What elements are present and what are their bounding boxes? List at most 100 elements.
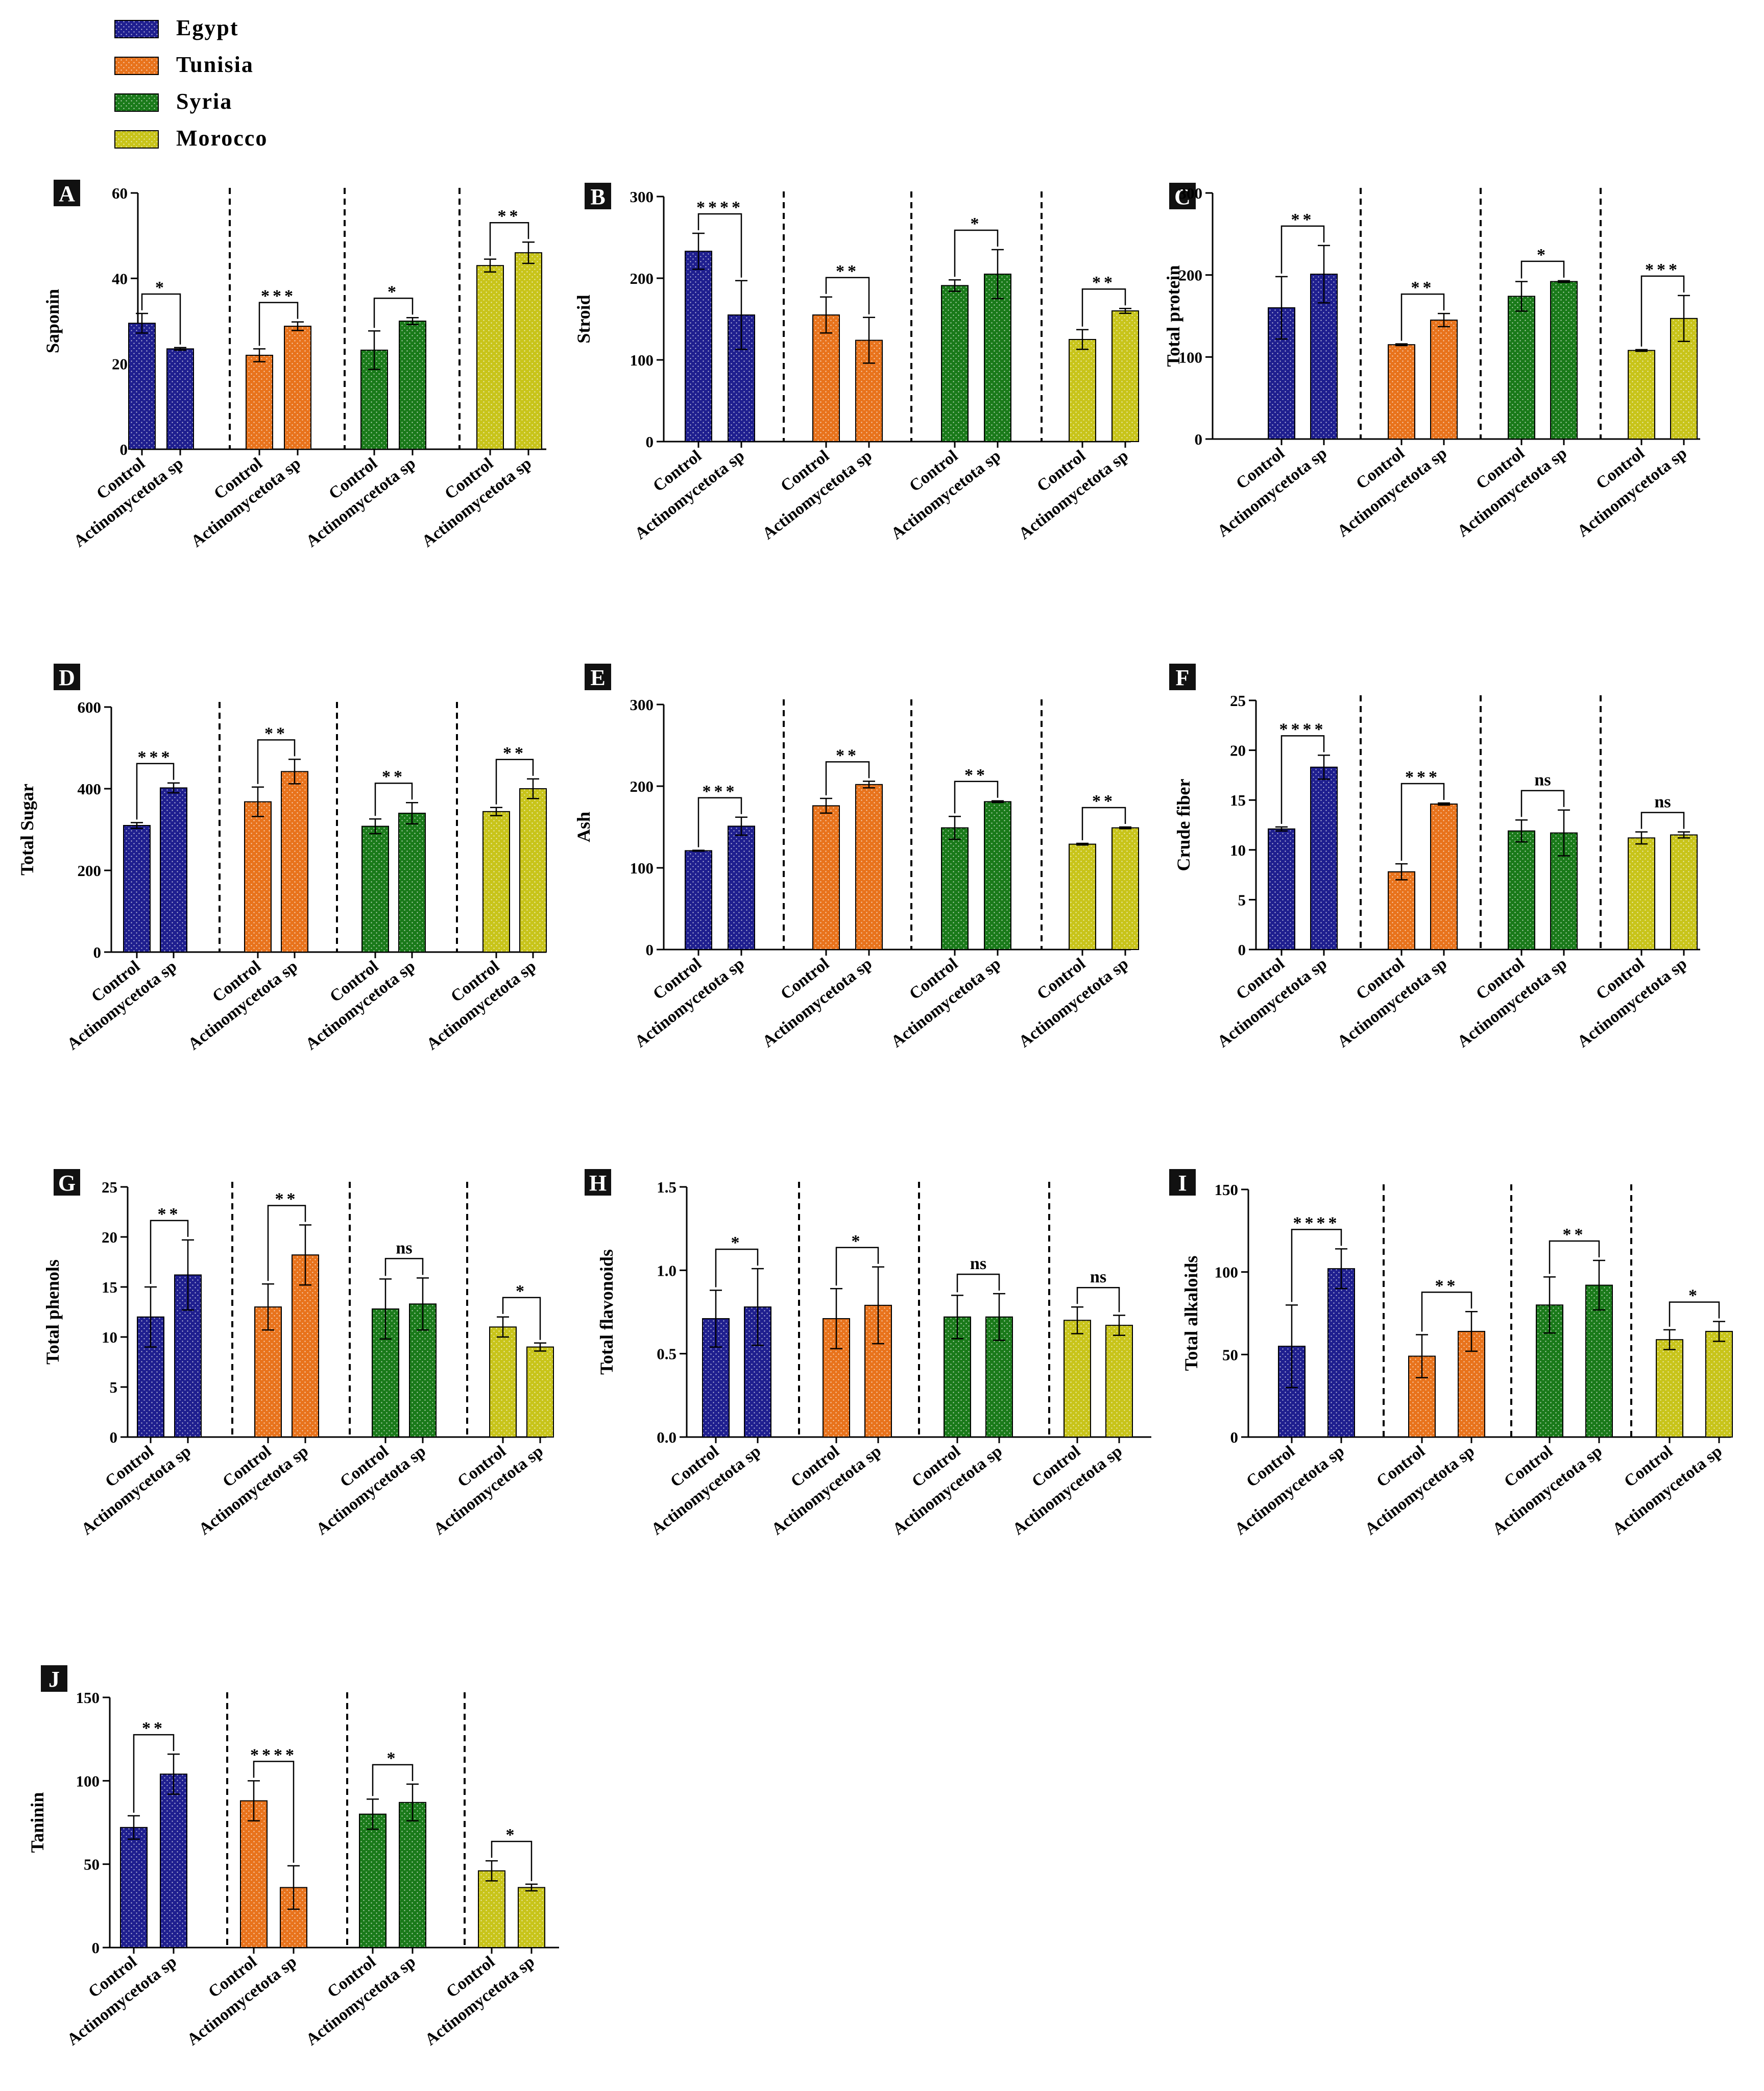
y-tick-label-d-2: 400 [78, 780, 102, 798]
y-axis-label-c: Total protein [1163, 265, 1183, 367]
bar-f-egypt-actinomycetota-sp [1310, 766, 1338, 951]
sig-label-h-egypt: * [731, 1233, 743, 1252]
sig-bracket-e-morocco [1081, 807, 1126, 840]
sig-label-h-syria: ns [970, 1254, 986, 1273]
sig-bracket-f-tunisia [1400, 783, 1445, 861]
bar-a-morocco-control [476, 265, 504, 450]
bar-i-morocco-control [1656, 1339, 1683, 1438]
bar-b-tunisia-control [812, 314, 840, 442]
sig-bracket-b-syria [954, 229, 999, 277]
sig-bracket-i-morocco [1669, 1301, 1720, 1327]
bar-i-egypt-actinomycetota-sp [1327, 1268, 1355, 1438]
sig-bracket-e-egypt [697, 797, 742, 847]
sig-bracket-h-morocco [1076, 1286, 1120, 1312]
y-tick-label-e-1: 100 [630, 859, 654, 877]
y-tick-label-b-0: 0 [646, 433, 654, 451]
sig-bracket-a-egypt [141, 293, 181, 345]
sig-bracket-f-syria [1520, 790, 1565, 817]
sig-label-g-morocco: * [516, 1282, 527, 1301]
y-axis-label-i: Total alkaloids [1181, 1256, 1201, 1371]
sig-bracket-b-tunisia [825, 277, 870, 314]
y-tick-label-e-2: 200 [630, 777, 654, 795]
panel-letter-d: D [59, 665, 75, 690]
y-tick-label-c-0: 0 [1195, 430, 1203, 448]
sig-bracket-j-tunisia [253, 1761, 295, 1863]
y-tick-label-e-0: 0 [646, 941, 654, 959]
sig-label-d-tunisia: ** [264, 724, 288, 743]
sig-label-h-morocco: ns [1090, 1268, 1106, 1286]
sig-label-b-syria: * [971, 214, 982, 233]
y-tick-label-a-1: 20 [112, 355, 128, 373]
bar-e-syria-control [941, 827, 969, 950]
sig-bracket-j-syria [372, 1764, 414, 1796]
y-axis-label-h: Total flavonoids [596, 1249, 617, 1375]
y-tick-label-j-0: 0 [92, 1939, 100, 1957]
y-axis-label-e: Ash [573, 812, 594, 842]
bar-a-egypt-actinomycetota-sp [166, 348, 194, 450]
bar-f-morocco-actinomycetota-sp [1670, 834, 1698, 951]
y-tick-label-f-2: 10 [1230, 841, 1246, 859]
y-tick-label-j-2: 100 [76, 1772, 100, 1790]
y-tick-label-g-3: 15 [102, 1278, 117, 1296]
legend-label-tunisia: Tunisia [176, 52, 254, 77]
sig-bracket-h-tunisia [835, 1247, 879, 1286]
y-tick-label-h-1: 0.5 [657, 1345, 676, 1363]
y-tick-label-c-2: 200 [1179, 266, 1203, 284]
sig-bracket-d-tunisia [257, 739, 296, 784]
bar-a-egypt-control [128, 323, 156, 450]
legend-swatch-morocco [114, 130, 159, 149]
bar-d-syria-actinomycetota-sp [398, 813, 426, 953]
panel-letter-box-c [1169, 183, 1196, 209]
sig-bracket-d-morocco [495, 759, 534, 805]
y-tick-label-i-3: 150 [1215, 1181, 1239, 1199]
sig-label-a-tunisia: *** [261, 287, 296, 306]
sig-bracket-h-egypt [715, 1248, 759, 1287]
bar-j-syria-actinomycetota-sp [399, 1802, 426, 1949]
panel-letter-h: H [589, 1171, 607, 1196]
y-tick-label-a-0: 0 [120, 441, 128, 458]
bar-d-tunisia-control [244, 801, 272, 953]
bar-b-syria-control [941, 285, 969, 443]
sig-bracket-f-morocco [1640, 812, 1685, 829]
sig-label-d-morocco: ** [503, 744, 526, 763]
bar-f-morocco-control [1628, 837, 1655, 950]
bar-i-morocco-actinomycetota-sp [1705, 1331, 1733, 1438]
panel-letter-c: C [1174, 184, 1191, 209]
bar-d-morocco-actinomycetota-sp [519, 788, 547, 953]
bar-b-morocco-control [1069, 339, 1096, 442]
y-tick-label-d-0: 0 [93, 943, 102, 961]
y-tick-label-i-1: 50 [1222, 1346, 1238, 1364]
y-tick-label-i-2: 100 [1215, 1263, 1239, 1281]
y-tick-label-f-1: 5 [1238, 891, 1246, 909]
sig-label-c-egypt: ** [1291, 210, 1315, 229]
sig-label-g-egypt: ** [158, 1205, 181, 1224]
bar-f-tunisia-control [1388, 871, 1415, 951]
sig-label-a-syria: * [388, 282, 399, 301]
sig-bracket-a-tunisia [258, 302, 299, 346]
sig-bracket-h-syria [956, 1273, 1000, 1293]
sig-label-b-tunisia: ** [836, 262, 859, 281]
y-tick-label-h-3: 1.5 [657, 1178, 676, 1196]
sig-bracket-i-tunisia [1421, 1292, 1472, 1332]
legend-label-morocco: Morocco [176, 126, 268, 151]
sig-label-j-tunisia: **** [250, 1745, 297, 1764]
y-axis-label-j: Taninin [27, 1792, 47, 1853]
y-tick-label-b-2: 200 [630, 270, 654, 287]
y-tick-label-j-1: 50 [84, 1856, 100, 1874]
sig-label-c-syria: * [1537, 246, 1549, 264]
y-tick-label-a-2: 40 [112, 270, 128, 287]
y-axis-label-a: Saponin [42, 289, 63, 353]
y-tick-label-g-4: 20 [102, 1228, 117, 1246]
bar-d-morocco-control [482, 811, 510, 953]
bar-e-tunisia-actinomycetota-sp [855, 784, 883, 951]
bar-j-morocco-control [478, 1870, 505, 1949]
sig-bracket-g-egypt [150, 1220, 189, 1284]
sig-bracket-d-egypt [136, 763, 175, 820]
panel-letter-f: F [1176, 665, 1190, 690]
